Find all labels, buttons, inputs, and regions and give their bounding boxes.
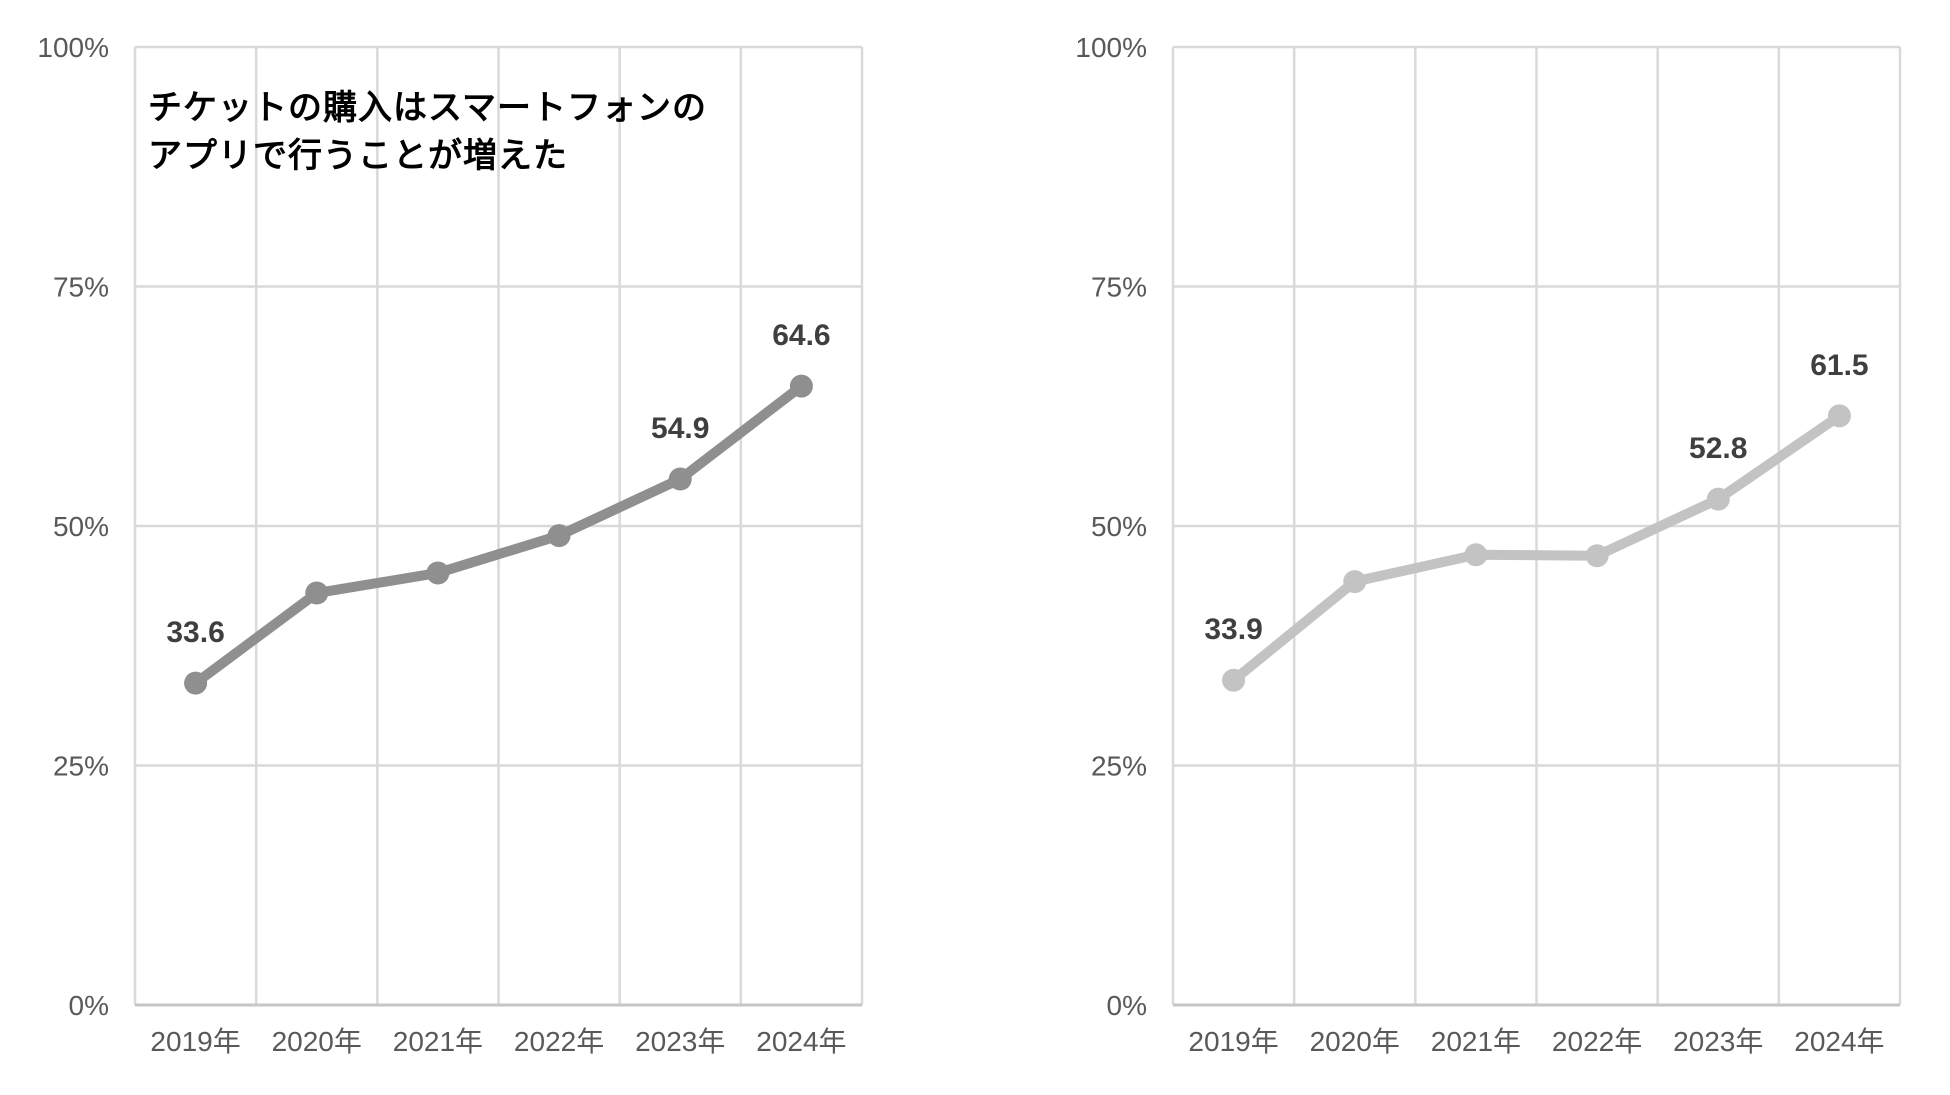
x-axis-tick-label: 2024年 (1794, 1026, 1884, 1057)
data-point (426, 561, 450, 585)
y-axis-tick-label: 50% (53, 511, 109, 542)
data-point (184, 671, 208, 695)
data-point (1222, 668, 1246, 692)
chart-right: 33.9 52.8 61.5 100% 75% 50% 25% 0% 2019年 2020年 202… (1075, 32, 1902, 1057)
data-label: 54.9 (651, 412, 709, 445)
y-axis-tick-label: 75% (53, 272, 109, 303)
x-axis-tick-label: 2024年 (756, 1026, 846, 1057)
x-axis-tick-label: 2019年 (1188, 1026, 1278, 1057)
y-axis-tick-label: 50% (1091, 511, 1147, 542)
y-axis-tick-label: 100% (1075, 32, 1147, 63)
data-label: 64.6 (772, 319, 830, 352)
y-axis-tick-label: 25% (53, 751, 109, 782)
y-axis-tick-label: 0% (1107, 990, 1147, 1021)
x-axis-tick-label: 2022年 (514, 1026, 604, 1057)
data-point (547, 524, 571, 548)
data-label: 33.6 (166, 616, 224, 649)
x-axis-tick-label: 2021年 (1431, 1026, 1521, 1057)
x-axis-tick-label: 2019年 (150, 1026, 240, 1057)
x-axis-tick-label: 2020年 (1310, 1026, 1400, 1057)
y-axis-tick-label: 100% (37, 32, 109, 63)
y-axis-tick-label: 25% (1091, 751, 1147, 782)
data-point (1827, 404, 1851, 428)
series-line (1228, 410, 1845, 686)
series-line (190, 381, 807, 689)
data-label: 33.9 (1204, 613, 1262, 646)
data-point (789, 374, 813, 398)
x-axis-tick-label: 2022年 (1552, 1026, 1642, 1057)
data-point (305, 581, 329, 605)
y-axis-tick-label: 0% (69, 990, 109, 1021)
data-point (1706, 487, 1730, 511)
data-point (1464, 543, 1488, 567)
data-point (1343, 570, 1367, 594)
x-axis-tick-label: 2021年 (393, 1026, 483, 1057)
data-point (668, 467, 692, 491)
data-label: 52.8 (1689, 432, 1747, 465)
annotation-line-2: アプリで行うことが増えた (148, 137, 568, 176)
x-axis-tick-label: 2023年 (635, 1026, 725, 1057)
x-axis-tick-label: 2020年 (272, 1026, 362, 1057)
chart-annotation: チケットの購入はスマートフォンの アプリで行うことが増えた (148, 84, 707, 181)
data-label: 61.5 (1810, 349, 1868, 382)
x-axis-tick-label: 2023年 (1673, 1026, 1763, 1057)
y-axis-tick-label: 75% (1091, 272, 1147, 303)
data-point (1585, 544, 1609, 568)
annotation-line-1: チケットの購入はスマートフォンの (148, 89, 707, 127)
chart-left: 33.6 54.9 64.6 100% 75% 50% 25% 0% 2019年 2020年 202… (37, 32, 864, 1057)
